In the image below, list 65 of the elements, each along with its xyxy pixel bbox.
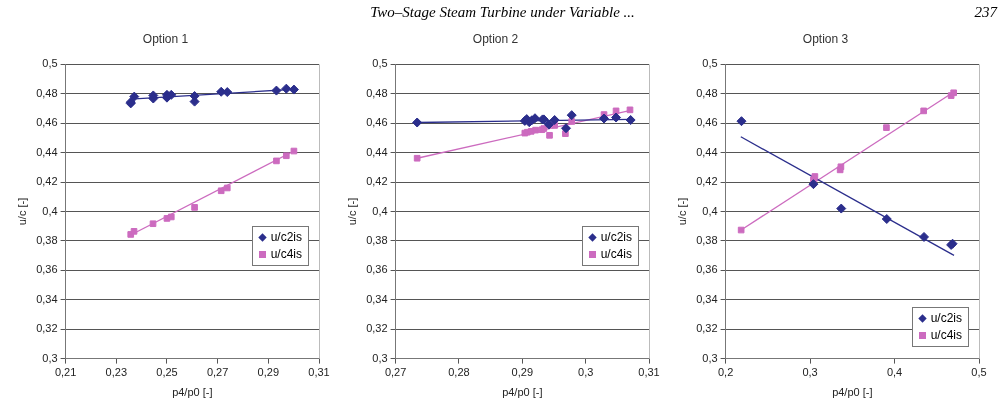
y-tick-label: 0,32	[696, 322, 718, 335]
chart-title: Option 3	[802, 31, 849, 46]
y-tick-label: 0,38	[696, 233, 718, 246]
y-tick-label: 0,46	[696, 116, 718, 129]
y-tick-label: 0,3	[372, 351, 388, 364]
x-tick-label: 0,5	[971, 366, 987, 379]
y-tick-label: 0,48	[696, 86, 718, 99]
x-tick-label: 0,23	[105, 366, 127, 379]
y-tick-label: 0,4	[702, 204, 718, 217]
x-tick-label: 0,3	[578, 366, 594, 379]
x-tick-label: 0,31	[308, 366, 330, 379]
y-tick-label: 0,48	[366, 86, 388, 99]
y-tick-label: 0,32	[36, 322, 58, 335]
y-tick-label: 0,46	[36, 116, 58, 129]
y-tick-label: 0,34	[696, 292, 718, 305]
legend-label: u/c4is	[270, 246, 302, 264]
y-tick-label: 0,38	[366, 233, 388, 246]
y-tick-label: 0,36	[366, 263, 388, 276]
text: 237	[973, 4, 997, 21]
x-tick-label: 0,29	[511, 366, 534, 379]
y-tick-label: 0,42	[36, 175, 58, 188]
y-axis-title: u/c [-]	[15, 197, 28, 226]
text: Two–Stage Steam Turbine under Variable ...	[369, 4, 636, 21]
y-tick-label: 0,4	[372, 204, 388, 217]
y-tick-label: 0,42	[366, 175, 388, 188]
y-tick-label: 0,3	[42, 351, 58, 364]
y-tick-label: 0,38	[36, 233, 58, 246]
y-axis-title: u/c [-]	[345, 197, 358, 226]
y-tick-label: 0,5	[42, 57, 58, 70]
y-tick-label: 0,34	[366, 292, 388, 305]
y-tick-label: 0,44	[366, 145, 388, 158]
y-tick-label: 0,4	[42, 204, 58, 217]
x-tick-label: 0,28	[448, 366, 470, 379]
x-axis-title: p4/p0 [-]	[832, 386, 873, 399]
legend-label: u/c4is	[930, 326, 962, 344]
x-tick-label: 0,4	[886, 366, 903, 379]
x-tick-label: 0,3	[802, 366, 818, 379]
y-axis-title: u/c [-]	[675, 197, 688, 226]
x-tick-label: 0,31	[638, 366, 660, 379]
chart-title: Option 2	[472, 31, 519, 46]
y-tick-label: 0,3	[702, 351, 718, 364]
legend-label: u/c4is	[600, 246, 632, 264]
x-tick-label: 0,27	[206, 366, 229, 379]
y-tick-label: 0,36	[36, 263, 58, 276]
y-tick-label: 0,48	[36, 86, 58, 99]
x-tick-label: 0,29	[257, 366, 280, 379]
chart-title: Option 1	[142, 31, 189, 46]
y-tick-label: 0,5	[372, 57, 388, 70]
x-tick-label: 0,25	[156, 366, 178, 379]
x-axis-title: p4/p0 [-]	[172, 386, 213, 399]
x-tick-label: 0,2	[717, 366, 734, 379]
y-tick-label: 0,42	[696, 175, 718, 188]
x-tick-label: 0,27	[384, 366, 407, 379]
y-tick-label: 0,44	[696, 145, 718, 158]
x-tick-label: 0,21	[54, 366, 77, 379]
y-tick-label: 0,5	[702, 57, 718, 70]
y-tick-label: 0,34	[36, 292, 58, 305]
x-axis-title: p4/p0 [-]	[502, 386, 543, 399]
legend-label: u/c2is	[270, 229, 302, 247]
y-tick-label: 0,44	[36, 145, 58, 158]
legend-label: u/c2is	[930, 309, 962, 327]
y-tick-label: 0,32	[366, 322, 388, 335]
y-tick-label: 0,36	[696, 263, 718, 276]
y-tick-label: 0,46	[366, 116, 388, 129]
legend-label: u/c2is	[600, 229, 632, 247]
